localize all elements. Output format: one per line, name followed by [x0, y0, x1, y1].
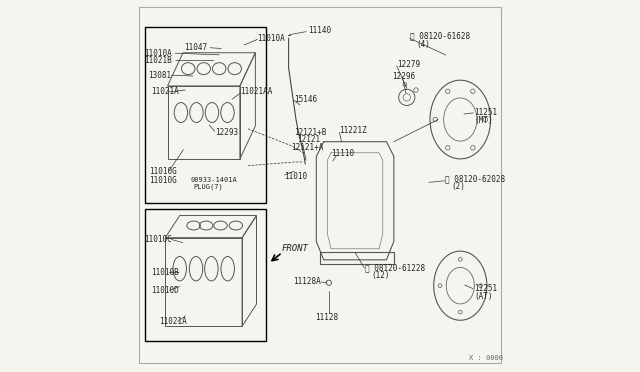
Text: 11010B: 11010B [151, 268, 179, 277]
Text: 11010D: 11010D [151, 286, 179, 295]
Text: 11251: 11251 [474, 108, 497, 118]
Text: Ⓑ 08120-61228: Ⓑ 08120-61228 [365, 263, 425, 272]
Text: 00933-1401A: 00933-1401A [191, 177, 237, 183]
Text: 11047: 11047 [184, 43, 207, 52]
Text: (MT): (MT) [474, 116, 493, 125]
Text: PLUG(7): PLUG(7) [194, 183, 223, 190]
Text: 11010G: 11010G [149, 176, 177, 185]
Text: 11128: 11128 [315, 312, 338, 321]
Text: 11010A: 11010A [257, 34, 285, 43]
Text: (AT): (AT) [474, 292, 493, 301]
Text: Ⓑ 08120-62028: Ⓑ 08120-62028 [445, 175, 505, 184]
Text: 11221Z: 11221Z [340, 126, 367, 135]
Text: 11251: 11251 [474, 284, 497, 293]
Text: 15146: 15146 [294, 95, 317, 104]
Text: 12121+B: 12121+B [294, 128, 326, 137]
Text: 11010A: 11010A [144, 49, 172, 58]
Text: 11021A: 11021A [151, 87, 179, 96]
Text: 12296: 12296 [392, 72, 415, 81]
Text: 11010: 11010 [285, 171, 308, 180]
Text: Ⓑ 08120-61628: Ⓑ 08120-61628 [410, 32, 470, 41]
Text: (4): (4) [417, 40, 431, 49]
Text: 11010C: 11010C [144, 235, 172, 244]
Text: X : 0000: X : 0000 [468, 355, 503, 361]
Text: FRONT: FRONT [281, 244, 308, 253]
Text: (2): (2) [451, 182, 465, 191]
Text: 13081: 13081 [148, 71, 172, 80]
Text: 11140: 11140 [308, 26, 332, 35]
Text: 11021B: 11021B [145, 56, 172, 65]
Text: 12121+A: 12121+A [291, 143, 324, 152]
Text: 11110: 11110 [331, 150, 354, 158]
Text: 12279: 12279 [397, 60, 420, 70]
Text: 11021A: 11021A [159, 317, 187, 326]
Text: 12121: 12121 [297, 135, 320, 144]
Text: 11128A: 11128A [293, 278, 321, 286]
Text: 11021AA: 11021AA [241, 87, 273, 96]
Text: 11010G: 11010G [149, 167, 177, 176]
Text: 12293: 12293 [215, 128, 238, 137]
Text: (12): (12) [372, 271, 390, 280]
